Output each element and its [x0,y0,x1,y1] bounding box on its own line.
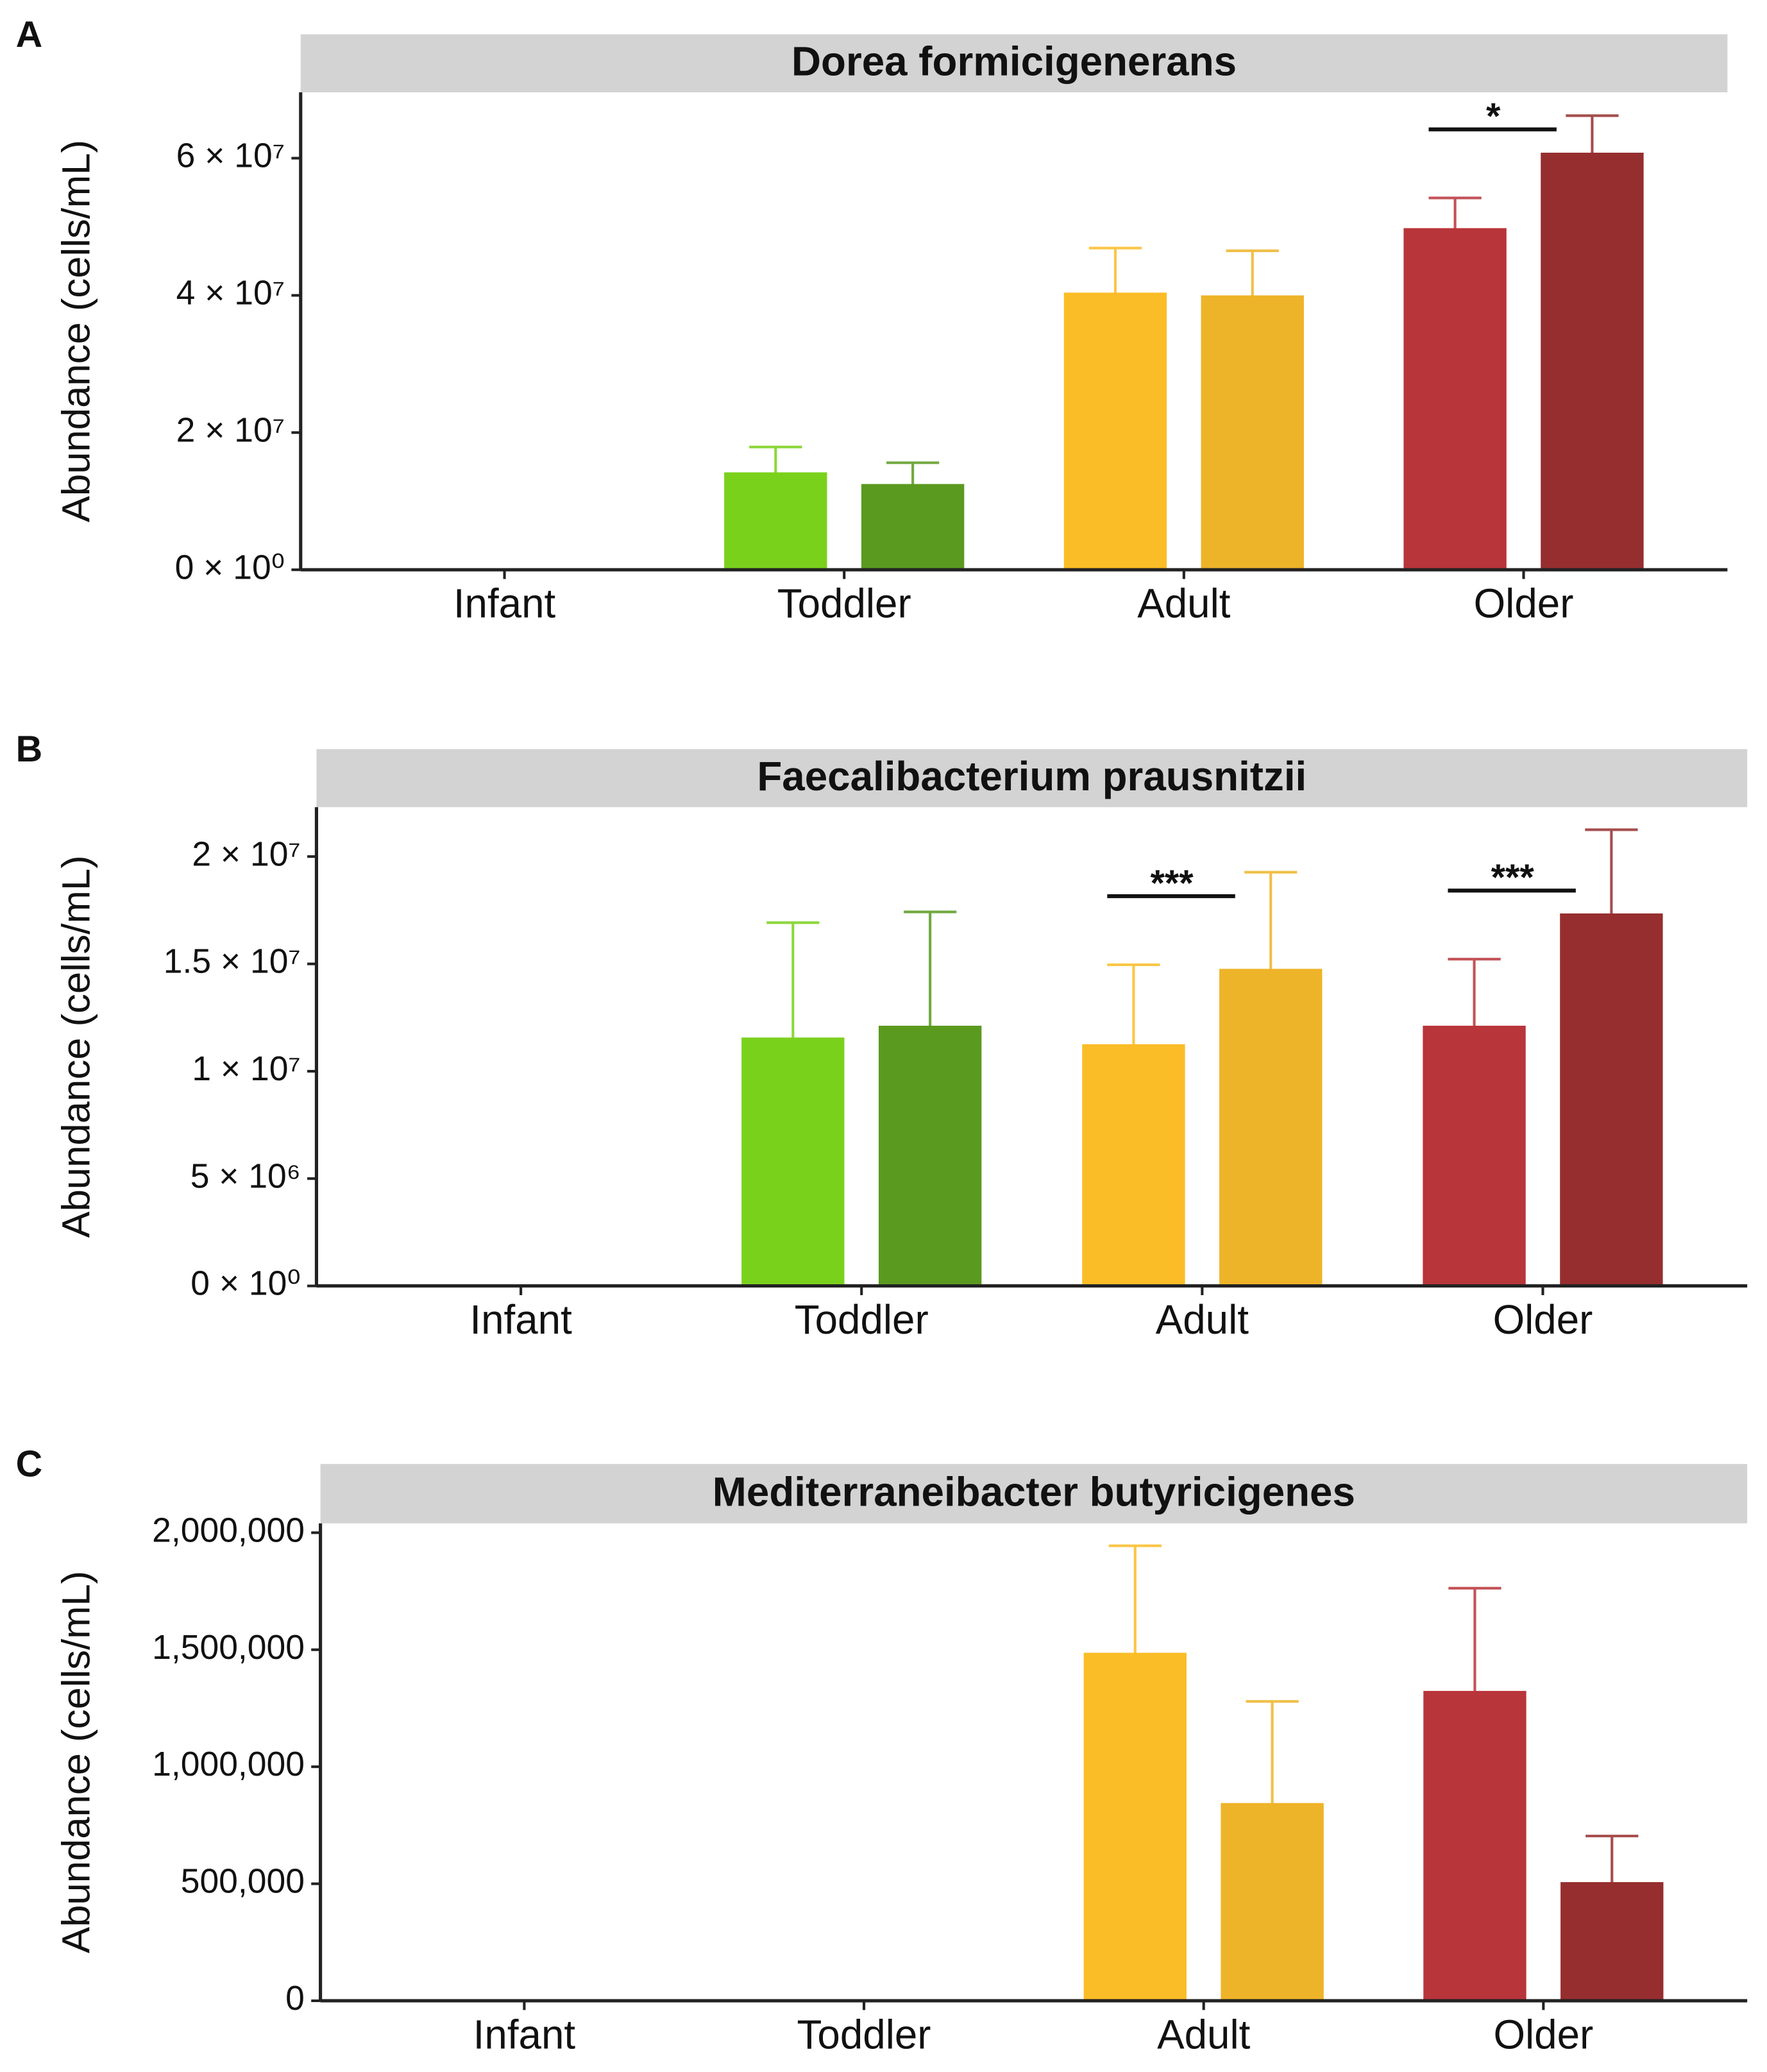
y-tick-label: 2 × 10⁷ [176,411,285,449]
panel-label: A [16,14,43,55]
x-tick-label: Older [1493,2011,1593,2057]
y-axis-label: Abundance (cells/mL) [55,140,99,522]
panel-label: B [16,729,43,770]
y-axis-label: Abundance (cells/mL) [55,855,99,1237]
error-bar [1088,246,1142,337]
x-tick-label: Adult [1137,581,1231,627]
x-tick-label: Infant [473,2011,576,2057]
error-bar [766,921,820,1153]
y-tick-label: 1,000,000 [152,1745,305,1783]
y-tick-label: 500,000 [181,1863,305,1901]
y-tick-label: 0 × 10⁰ [175,548,285,586]
x-tick-label: Older [1493,1296,1593,1343]
error-bar [1585,828,1638,998]
y-tick-label: 1.5 × 10⁷ [164,943,301,981]
panel-title: Dorea formicigenerans [791,38,1237,85]
significance-label: *** [1491,857,1535,898]
strip [316,749,1748,808]
x-tick-label: Toddler [777,581,911,627]
error-bar [1448,958,1501,1092]
significance-label: *** [1150,863,1194,904]
x-tick-label: Toddler [797,2011,931,2057]
error-bar [1428,196,1482,259]
error-bar [1246,1700,1299,1905]
y-tick-label: 1 × 10⁷ [192,1050,300,1088]
panel-title: Mediterraneibacter butyricigenes [713,1468,1355,1515]
y-tick-label: 1,500,000 [152,1629,305,1667]
y-tick-label: 6 × 10⁷ [176,137,285,175]
y-tick-label: 0 [285,1980,305,2017]
panel-title: Faecalibacterium prausnitzii [757,753,1306,799]
error-bar [1226,249,1279,340]
y-tick-label: 0 × 10⁰ [190,1265,300,1303]
error-bar [1448,1586,1501,1794]
bar [1063,293,1167,570]
error-bar [886,461,940,505]
error-bar [1585,1835,1639,1928]
error-bar [1108,1544,1162,1760]
error-bar [904,910,957,1140]
x-tick-label: Older [1474,581,1574,627]
error-bar [1107,963,1160,1124]
y-tick-label: 5 × 10⁶ [190,1157,301,1195]
x-tick-label: Infant [453,581,556,627]
y-tick-label: 4 × 10⁷ [176,275,285,312]
error-bar [1566,114,1619,190]
strip [320,1464,1748,1524]
strip [300,34,1728,92]
bar [1201,295,1304,570]
error-bar [749,445,802,498]
y-axis-label: Abundance (cells/mL) [55,1571,99,1953]
x-tick-label: Adult [1156,1296,1249,1343]
significance-label: * [1486,96,1501,137]
y-tick-label: 2,000,000 [152,1511,305,1549]
panel-label: C [16,1443,43,1484]
x-tick-label: Infant [469,1296,572,1343]
x-tick-label: Toddler [795,1296,929,1343]
bar [1541,153,1644,570]
y-tick-label: 2 × 10⁷ [192,835,300,873]
bar [1403,228,1507,570]
x-tick-label: Adult [1157,2011,1251,2057]
error-bar [1244,870,1298,1066]
